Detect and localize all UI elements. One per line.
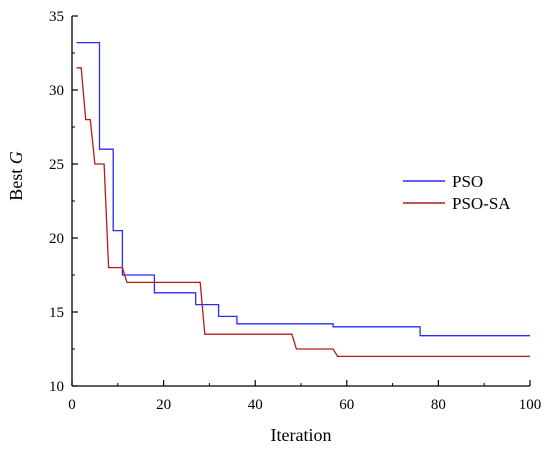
y-axis-ticks: 10 15 20 25 30 35 <box>49 9 78 395</box>
x-tick-label-2: 40 <box>248 397 263 413</box>
x-axis-ticks: 0 20 40 60 80 100 <box>68 380 541 413</box>
y-axis-title-prefix: Best <box>6 164 26 201</box>
x-axis-title: Iteration <box>271 425 332 445</box>
y-tick-label-2: 20 <box>49 231 64 247</box>
series-line-pso <box>76 41 530 337</box>
series-line-pso-sa <box>76 67 530 358</box>
y-tick-label-1: 15 <box>49 305 64 321</box>
x-tick-label-0: 0 <box>68 397 76 413</box>
x-tick-label-5: 100 <box>519 397 542 413</box>
legend-label-pso: PSO <box>452 172 483 191</box>
y-axis-title: Best G <box>6 151 26 201</box>
x-tick-label-4: 80 <box>431 397 446 413</box>
y-tick-label-3: 25 <box>49 157 64 173</box>
y-tick-label-4: 30 <box>49 83 64 99</box>
x-tick-label-3: 60 <box>339 397 354 413</box>
y-tick-label-0: 10 <box>49 379 64 395</box>
y-axis-title-italic: G <box>6 151 26 164</box>
legend-label-pso-sa: PSO-SA <box>452 194 511 213</box>
series-layer <box>76 41 530 358</box>
y-tick-label-5: 35 <box>49 9 64 25</box>
legend: PSO PSO-SA <box>403 172 511 213</box>
x-tick-label-1: 20 <box>156 397 171 413</box>
